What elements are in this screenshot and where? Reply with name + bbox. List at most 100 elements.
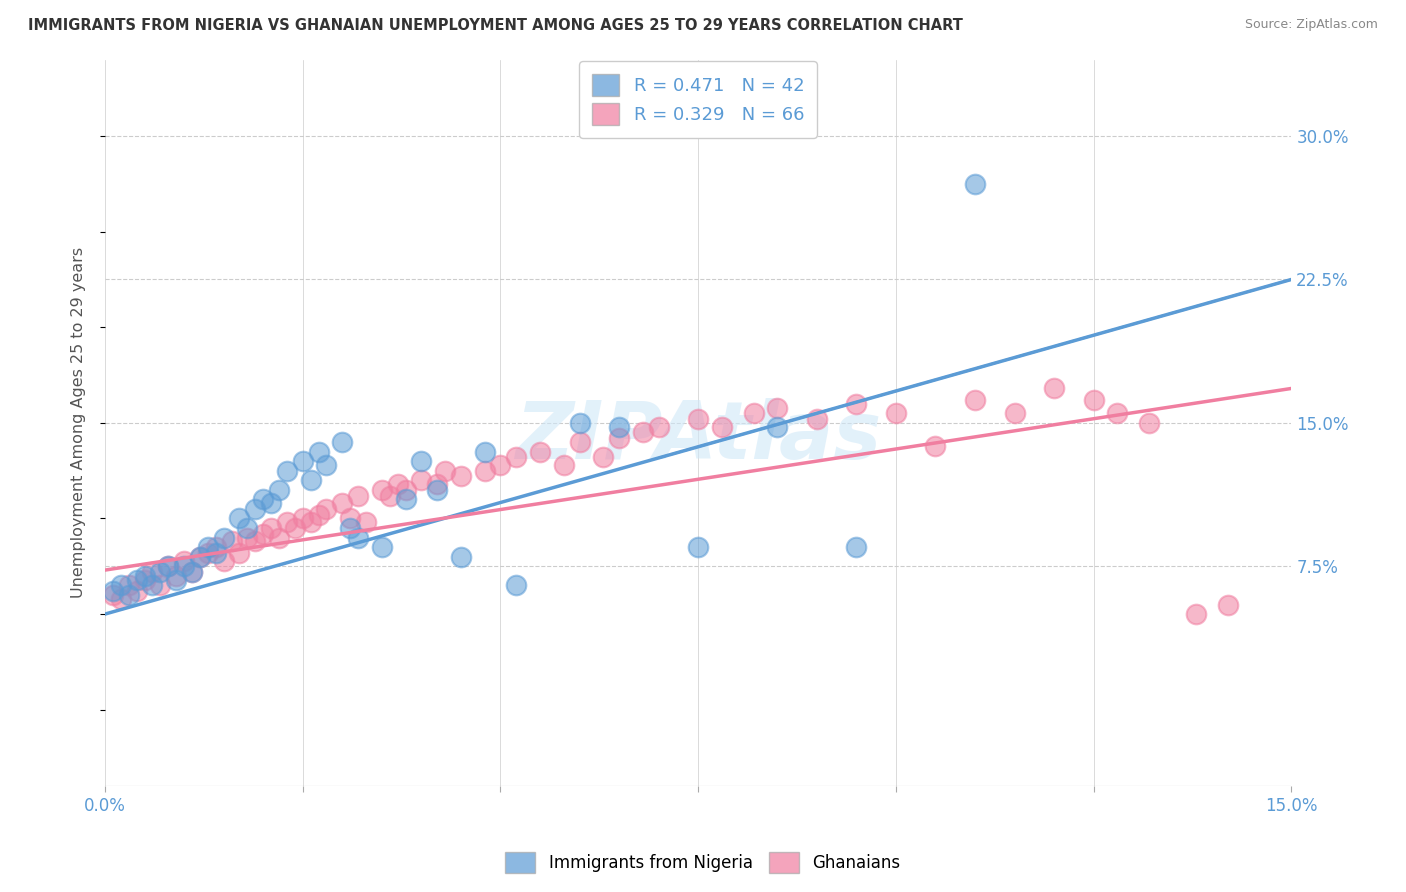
Point [489, 458, 512, 472]
Point [806, 412, 828, 426]
Point [134, 569, 156, 583]
Point [101, 588, 124, 602]
Point [110, 578, 132, 592]
Point [118, 588, 141, 602]
Point [149, 565, 172, 579]
Text: ZIPAtlas: ZIPAtlas [515, 399, 882, 476]
Point [165, 573, 187, 587]
Point [607, 419, 630, 434]
Point [1004, 406, 1026, 420]
Point [347, 531, 370, 545]
Point [308, 444, 330, 458]
Point [236, 531, 259, 545]
Point [260, 496, 283, 510]
Point [434, 464, 457, 478]
Point [924, 439, 946, 453]
Point [963, 177, 986, 191]
Point [118, 578, 141, 592]
Point [276, 464, 298, 478]
Point [197, 540, 219, 554]
Point [252, 526, 274, 541]
Point [742, 406, 765, 420]
Point [221, 534, 243, 549]
Point [845, 540, 868, 554]
Point [474, 444, 496, 458]
Point [339, 511, 361, 525]
Point [354, 516, 377, 530]
Point [308, 508, 330, 522]
Point [228, 511, 250, 525]
Point [260, 521, 283, 535]
Y-axis label: Unemployment Among Ages 25 to 29 years: Unemployment Among Ages 25 to 29 years [72, 247, 86, 599]
Point [228, 546, 250, 560]
Point [394, 492, 416, 507]
Point [315, 458, 337, 472]
Point [330, 496, 353, 510]
Point [267, 531, 290, 545]
Point [450, 549, 472, 564]
Point [245, 502, 267, 516]
Point [1083, 392, 1105, 407]
Point [371, 540, 394, 554]
Text: Source: ZipAtlas.com: Source: ZipAtlas.com [1244, 18, 1378, 31]
Point [181, 565, 204, 579]
Point [276, 516, 298, 530]
Point [330, 435, 353, 450]
Point [299, 473, 322, 487]
Point [291, 511, 314, 525]
Point [125, 573, 148, 587]
Point [141, 565, 163, 579]
Point [884, 406, 907, 420]
Point [529, 444, 551, 458]
Point [173, 559, 195, 574]
Point [411, 454, 433, 468]
Point [607, 431, 630, 445]
Point [553, 458, 575, 472]
Point [371, 483, 394, 497]
Point [1043, 381, 1066, 395]
Point [267, 483, 290, 497]
Point [157, 559, 180, 574]
Point [568, 416, 591, 430]
Point [212, 553, 235, 567]
Point [845, 397, 868, 411]
Point [647, 419, 669, 434]
Point [181, 565, 204, 579]
Point [505, 450, 527, 465]
Point [165, 569, 187, 583]
Point [387, 477, 409, 491]
Point [1137, 416, 1160, 430]
Point [197, 546, 219, 560]
Point [1185, 607, 1208, 621]
Point [394, 483, 416, 497]
Point [474, 464, 496, 478]
Point [592, 450, 614, 465]
Point [188, 549, 211, 564]
Point [125, 584, 148, 599]
Point [426, 483, 449, 497]
Point [450, 469, 472, 483]
Point [204, 546, 226, 560]
Point [110, 591, 132, 606]
Point [710, 419, 733, 434]
Point [236, 521, 259, 535]
Point [291, 454, 314, 468]
Legend: R = 0.471   N = 42, R = 0.329   N = 66: R = 0.471 N = 42, R = 0.329 N = 66 [579, 62, 817, 138]
Point [1216, 598, 1239, 612]
Point [315, 502, 337, 516]
Point [766, 401, 789, 415]
Point [505, 578, 527, 592]
Point [766, 419, 789, 434]
Point [188, 549, 211, 564]
Point [157, 559, 180, 574]
Point [245, 534, 267, 549]
Point [173, 553, 195, 567]
Text: IMMIGRANTS FROM NIGERIA VS GHANAIAN UNEMPLOYMENT AMONG AGES 25 TO 29 YEARS CORRE: IMMIGRANTS FROM NIGERIA VS GHANAIAN UNEM… [28, 18, 963, 33]
Point [1107, 406, 1129, 420]
Point [963, 392, 986, 407]
Point [204, 540, 226, 554]
Point [631, 425, 654, 440]
Point [411, 473, 433, 487]
Point [378, 489, 401, 503]
Point [101, 584, 124, 599]
